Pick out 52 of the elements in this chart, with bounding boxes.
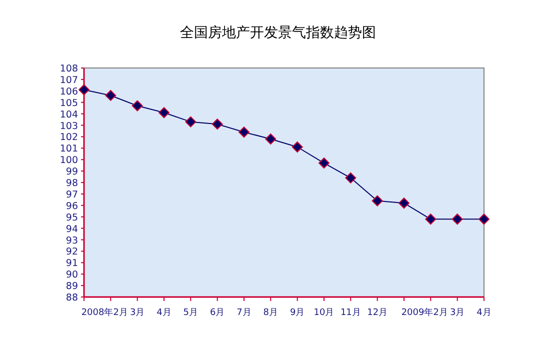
point	[185, 116, 196, 128]
y-tick-label: 104	[60, 109, 78, 120]
y-tick-label: 100	[60, 155, 78, 166]
x-tick-label: 2009年2月	[401, 307, 448, 318]
point	[478, 214, 490, 225]
x-tick-label: 10月	[314, 308, 334, 318]
y-tick-label: 89	[66, 281, 78, 292]
point	[132, 100, 143, 112]
y-tick-label: 97	[66, 189, 78, 200]
x-tick-label: 3月	[130, 308, 145, 318]
point	[158, 107, 170, 118]
y-tick-label: 105	[60, 98, 78, 109]
y-tick-label: 91	[66, 258, 78, 270]
y-tick-label: 94	[66, 224, 78, 235]
point	[318, 158, 330, 169]
x-tick-label: 5月	[183, 308, 198, 318]
point	[238, 126, 250, 138]
y-tick-label: 99	[66, 166, 78, 178]
x-tick-label: 6月	[210, 308, 225, 318]
y-tick-label: 101	[60, 144, 78, 155]
chart-title: 全国房地产开发景气指数趋势图	[180, 25, 376, 41]
point	[372, 195, 383, 206]
y-tick-label: 103	[60, 120, 78, 132]
point	[345, 172, 356, 184]
x-tick-label: 3月	[450, 308, 465, 318]
x-tick-label: 11月	[340, 308, 361, 318]
point	[265, 133, 276, 144]
point	[425, 214, 436, 225]
y-tick-label: 93	[66, 235, 78, 246]
x-tick-label: 4月	[156, 308, 172, 318]
point	[292, 142, 303, 153]
point	[78, 84, 90, 96]
point	[105, 90, 116, 101]
x-tick-label: 8月	[263, 308, 278, 318]
y-tick-label: 96	[66, 200, 78, 212]
y-tick-label: 106	[60, 86, 78, 98]
point	[452, 214, 463, 225]
y-tick-label: 95	[66, 212, 78, 224]
x-tick-label: 4月	[476, 308, 492, 318]
y-tick-label: 108	[60, 64, 78, 74]
y-tick-label: 88	[66, 292, 78, 304]
y-tick-label: 90	[66, 270, 78, 281]
x-tick-label: 7月	[236, 308, 252, 318]
y-tick-label: 102	[60, 132, 78, 144]
x-tick-label: 9月	[290, 308, 305, 318]
x-tick-label: 2008年2月	[81, 307, 128, 318]
y-tick-label: 92	[66, 246, 78, 258]
x-tick-label: 12月	[367, 308, 388, 318]
point	[212, 118, 223, 130]
point	[398, 198, 410, 209]
y-tick-label: 107	[60, 74, 78, 86]
y-tick-label: 98	[66, 178, 78, 189]
